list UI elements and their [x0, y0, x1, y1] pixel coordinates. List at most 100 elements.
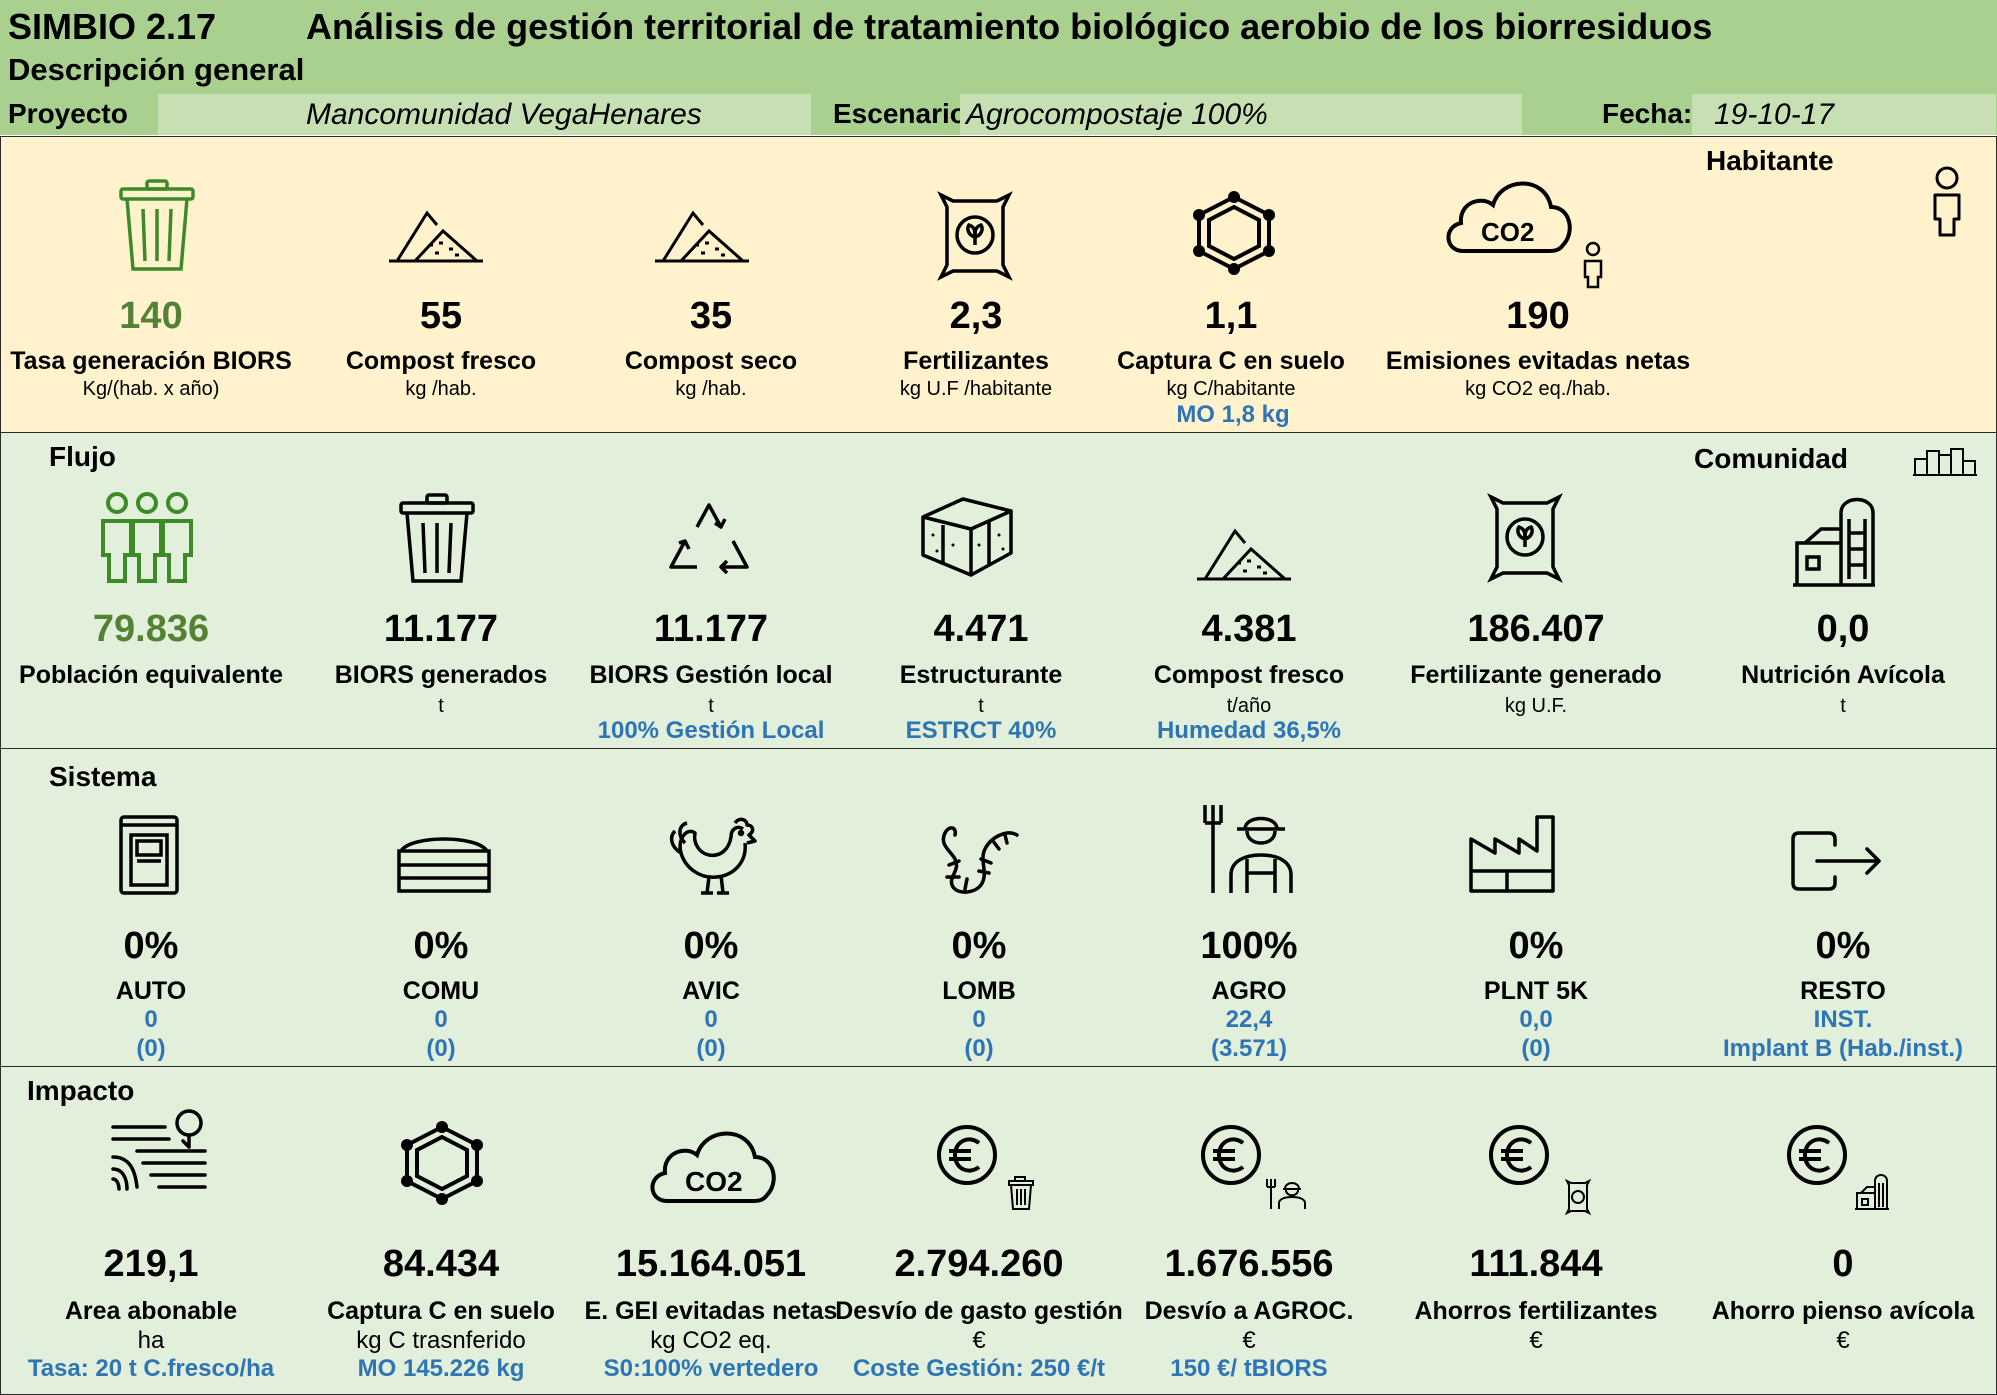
- flujo-unit: kg U.F.: [1504, 695, 1568, 717]
- habitante-unit: kg U.F /habitante: [899, 378, 1053, 400]
- sistema-line1: INST.: [1813, 1006, 1873, 1033]
- impacto-name: Ahorros fertilizantes: [1414, 1297, 1658, 1325]
- impacto-value: 84.434: [382, 1243, 500, 1285]
- impacto-note: MO 145.226 kg: [357, 1355, 525, 1382]
- habitante-name: Fertilizantes: [903, 347, 1049, 375]
- habitante-name: Tasa generación BIORS: [10, 347, 292, 375]
- svg-text:CO2: CO2: [685, 1166, 743, 1197]
- impacto-unit: €: [1529, 1327, 1543, 1354]
- fertilizer-bag-icon: [1487, 493, 1563, 583]
- sistema-value: 0%: [413, 925, 469, 967]
- sistema-line1: 22,4: [1225, 1006, 1273, 1033]
- farmer-icon: [1203, 805, 1293, 893]
- habitante-value: 1,1: [1204, 295, 1258, 337]
- trash-bin-icon: [399, 493, 475, 583]
- sistema-line2: (0): [964, 1035, 994, 1062]
- description-heading: Descripción general: [8, 52, 305, 87]
- flujo-name: BIORS Gestión local: [589, 661, 833, 689]
- impacto-value: 0: [1832, 1243, 1854, 1285]
- impacto-name: Desvío de gasto gestión: [835, 1297, 1123, 1325]
- co2-cloud-icon: CO2: [650, 1131, 776, 1203]
- sistema-value: 0%: [1815, 925, 1871, 967]
- flujo-section: Flujo Comunidad 79.836 Población equival…: [0, 432, 1997, 750]
- city-icon: [1913, 448, 1977, 476]
- flujo-value: 11.177: [383, 608, 499, 650]
- compost-pile-icon: [1197, 528, 1291, 581]
- sistema-line2: Implant B (Hab./inst.): [1723, 1035, 1963, 1062]
- habitante-note: MO 1,8 kg: [1176, 401, 1290, 428]
- habitante-name: Compost fresco: [345, 347, 537, 375]
- impacto-unit: €: [972, 1327, 986, 1354]
- euro-trash-icon: [937, 1125, 1034, 1210]
- scenario-field[interactable]: Agrocompostaje 100%: [960, 94, 1522, 135]
- page-title: Análisis de gestión territorial de trata…: [306, 6, 1713, 47]
- habitante-section: Habitante 140 Tasa generación BIORS Kg/(…: [0, 136, 1997, 434]
- sistema-line1: 0: [704, 1006, 718, 1033]
- sistema-line2: (0): [426, 1035, 456, 1062]
- habitante-title: Habitante: [1706, 145, 1834, 176]
- sistema-name: AUTO: [115, 977, 187, 1005]
- co2-cloud-icon: CO2: [1446, 181, 1603, 289]
- flujo-name: Fertilizante generado: [1410, 661, 1662, 689]
- silo-barn-icon: [1793, 497, 1875, 587]
- svg-text:CO2: CO2: [1481, 217, 1534, 247]
- project-field[interactable]: Mancomunidad VegaHenares: [158, 94, 811, 135]
- sistema-value: 0%: [951, 925, 1007, 967]
- habitante-unit: kg /hab.: [405, 378, 477, 400]
- impacto-note: Tasa: 20 t C.fresco/ha: [27, 1355, 275, 1382]
- sistema-name: COMU: [402, 977, 480, 1005]
- impacto-value: 111.844: [1469, 1243, 1603, 1285]
- habitante-name: Emisiones evitadas netas: [1385, 347, 1691, 375]
- flujo-unit: t: [708, 695, 714, 717]
- scenario-label: Escenario:: [833, 98, 977, 129]
- sistema-name: PLNT 5K: [1483, 977, 1589, 1005]
- impacto-value: 15.164.051: [615, 1243, 807, 1285]
- habitante-unit: kg /hab.: [675, 378, 747, 400]
- carbon-molecule-icon: [1193, 191, 1275, 275]
- flujo-name: Estructurante: [899, 661, 1063, 689]
- comunidad-title: Comunidad: [1694, 443, 1848, 474]
- flujo-unit: t: [1840, 695, 1846, 717]
- impacto-unit: ha: [137, 1327, 165, 1354]
- habitante-name: Captura C en suelo: [1117, 347, 1345, 375]
- flujo-value: 79.836: [92, 608, 210, 650]
- impacto-value: 219,1: [103, 1243, 199, 1285]
- flujo-name: Nutrición Avícola: [1741, 661, 1945, 689]
- person-icon: [1933, 166, 1961, 237]
- sistema-line2: (0): [1521, 1035, 1551, 1062]
- impacto-value: 2.794.260: [894, 1243, 1064, 1285]
- habitante-unit: kg C/habitante: [1166, 378, 1296, 400]
- compost-pile-icon: [389, 210, 483, 263]
- date-field[interactable]: 19-10-17: [1692, 94, 1996, 135]
- impacto-unit: kg C trasnferido: [356, 1327, 526, 1354]
- header: SIMBIO 2.17 Análisis de gestión territor…: [0, 0, 1997, 135]
- habitante-unit: Kg/(hab. x año): [82, 378, 220, 400]
- sistema-name: AGRO: [1211, 977, 1287, 1005]
- flujo-note: 100% Gestión Local: [597, 717, 825, 744]
- composter-bin-icon: [119, 815, 179, 895]
- app-title: SIMBIO 2.17: [8, 6, 217, 47]
- population-icon: [101, 492, 193, 583]
- impacto-value: 1.676.556: [1164, 1243, 1334, 1285]
- impacto-unit: €: [1836, 1327, 1850, 1354]
- sistema-name: RESTO: [1800, 977, 1886, 1005]
- sistema-value: 0%: [1508, 925, 1564, 967]
- sistema-title: Sistema: [49, 761, 157, 792]
- sistema-line2: (0): [696, 1035, 726, 1062]
- trash-bin-icon: [119, 179, 195, 271]
- flujo-name: Población equivalente: [19, 661, 283, 689]
- compost-pile-icon: [655, 210, 749, 263]
- euro-farmer-icon: [1201, 1125, 1306, 1209]
- habitante-value: 35: [689, 295, 733, 337]
- impacto-note: S0:100% vertedero: [603, 1355, 819, 1382]
- sistema-name: AVIC: [682, 977, 740, 1005]
- flujo-value: 4.471: [933, 608, 1029, 650]
- field-icon: [111, 1109, 207, 1191]
- flujo-unit: t: [438, 695, 444, 717]
- sistema-line2: (3.571): [1210, 1035, 1288, 1062]
- header-fields-row: Proyecto Mancomunidad VegaHenares Escena…: [0, 94, 1997, 135]
- carbon-molecule-icon: [401, 1121, 483, 1205]
- sistema-section: Sistema 0% AUTO 0 (0) 0% COMU 0 (0): [0, 748, 1997, 1068]
- worm-icon: [941, 826, 1019, 894]
